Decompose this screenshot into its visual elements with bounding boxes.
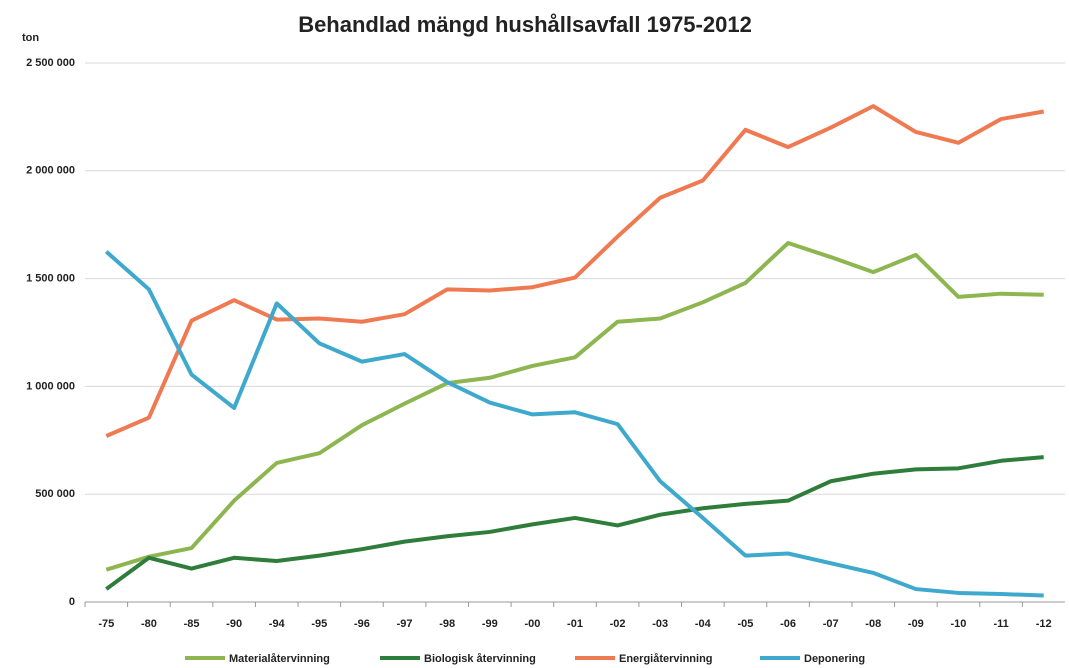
x-tick-label: -94 <box>269 618 286 630</box>
legend-label: Deponering <box>804 653 865 665</box>
series-line <box>105 455 1044 591</box>
y-tick-label: 1 000 000 <box>26 380 75 392</box>
y-tick-label: 2 500 000 <box>26 57 75 69</box>
y-tick-label: 500 000 <box>35 488 75 500</box>
x-tick-label: -85 <box>184 618 200 630</box>
x-tick-label: -01 <box>567 618 583 630</box>
x-tick-label: -05 <box>737 618 753 630</box>
x-tick-label: -08 <box>865 618 881 630</box>
x-tick-label: -99 <box>482 618 498 630</box>
x-tick-label: -12 <box>1036 618 1052 630</box>
x-tick-label: -98 <box>439 618 455 630</box>
legend-label: Energiåtervinning <box>619 653 713 665</box>
series-line <box>105 104 1045 438</box>
x-tick-label: -90 <box>226 618 242 630</box>
x-tick-label: -11 <box>993 618 1008 630</box>
x-tick-label: -80 <box>141 618 157 630</box>
x-tick-label: -75 <box>98 618 114 630</box>
series-line <box>104 250 1044 598</box>
x-tick-label: -03 <box>652 618 668 630</box>
x-tick-label: -95 <box>311 618 327 630</box>
y-axis-label: ton <box>22 32 39 44</box>
chart-title: Behandlad mängd hushållsavfall 1975-2012 <box>298 12 752 37</box>
x-tick-label: -97 <box>397 618 413 630</box>
x-tick-label: -06 <box>780 618 796 630</box>
x-tick-label: -00 <box>524 618 540 630</box>
x-tick-label: -07 <box>823 618 839 630</box>
legend-label: Biologisk återvinning <box>424 653 536 665</box>
x-tick-label: -02 <box>610 618 626 630</box>
y-tick-label: 2 000 000 <box>26 165 75 177</box>
x-tick-label: -10 <box>951 618 967 630</box>
x-tick-label: -04 <box>695 618 712 630</box>
legend-label: Materialåtervinning <box>229 653 330 665</box>
y-tick-label: 1 500 000 <box>26 273 75 285</box>
x-tick-label: -09 <box>908 618 924 630</box>
x-tick-label: -96 <box>354 618 370 630</box>
series-line <box>105 241 1044 572</box>
y-tick-label: 0 <box>69 596 75 608</box>
